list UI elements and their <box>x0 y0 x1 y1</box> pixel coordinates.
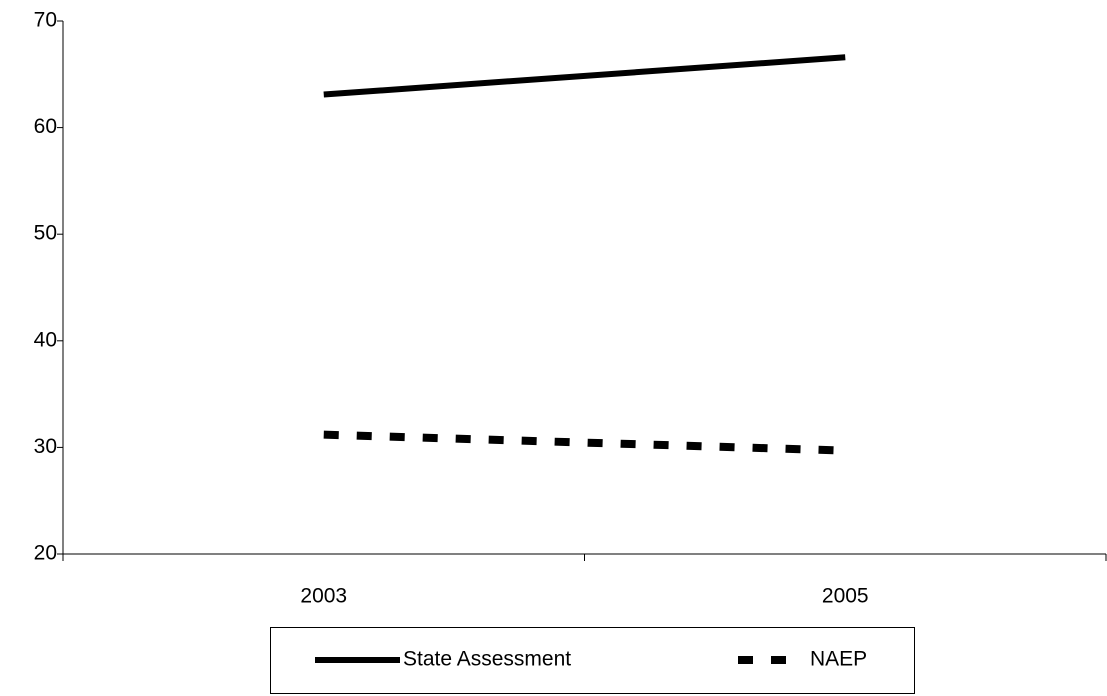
y-tick-label: 30 <box>34 435 57 458</box>
y-tick-label: 20 <box>34 542 57 565</box>
y-tick-label: 50 <box>34 222 57 245</box>
y-tick-label: 70 <box>34 9 57 32</box>
x-tick-label: 2003 <box>300 585 347 608</box>
y-tick-label: 60 <box>34 115 57 138</box>
legend-label: State Assessment <box>403 648 571 671</box>
x-tick-label: 2005 <box>822 585 869 608</box>
legend-label: NAEP <box>810 648 867 671</box>
y-tick-label: 40 <box>34 328 57 351</box>
series-line <box>323 54 846 98</box>
series-line <box>323 430 846 455</box>
